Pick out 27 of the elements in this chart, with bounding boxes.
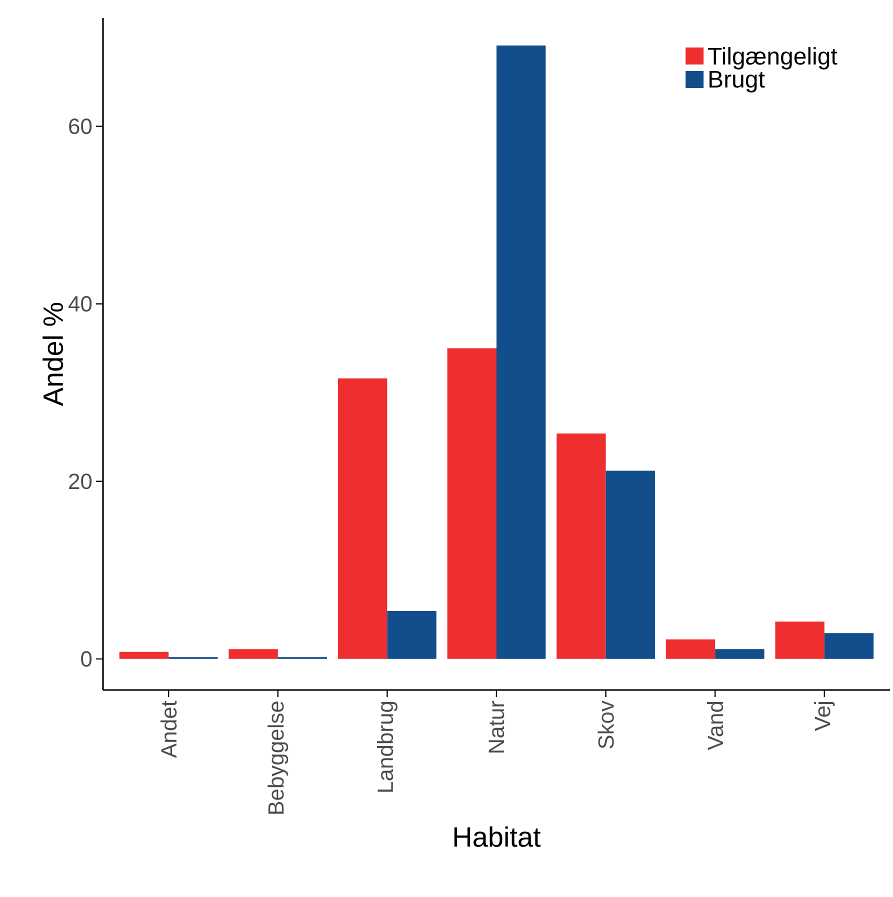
bar — [775, 622, 824, 659]
bar — [496, 46, 546, 659]
y-tick-label: 20 — [69, 474, 92, 490]
x-axis-title: Habitat — [454, 826, 541, 847]
bar — [715, 649, 764, 659]
bar — [119, 652, 169, 659]
bar — [606, 470, 655, 659]
x-tick-label: Vej — [814, 702, 835, 732]
legend-label: Brugt — [710, 70, 765, 92]
bar — [824, 633, 874, 659]
bar — [556, 433, 606, 659]
bar — [338, 378, 388, 659]
x-tick-label: Landbrug — [376, 702, 398, 792]
y-tick-label: 40 — [68, 296, 92, 312]
bar — [387, 610, 436, 659]
x-tick-label: Skov — [598, 700, 614, 748]
x-tick-label: Natur — [488, 700, 504, 753]
x-tick-label: Bebyggelse — [268, 702, 288, 814]
x-tick-label: Vand — [707, 702, 724, 750]
bar — [666, 639, 716, 659]
x-tick-label: Andet — [160, 700, 177, 758]
legend-label: Tilgængeligt — [708, 47, 838, 70]
bar — [228, 649, 278, 659]
y-axis-title: Andel % — [42, 302, 64, 406]
y-tick-label: 0 — [81, 651, 92, 667]
bar — [447, 348, 496, 659]
y-tick-label: 60 — [69, 118, 92, 134]
